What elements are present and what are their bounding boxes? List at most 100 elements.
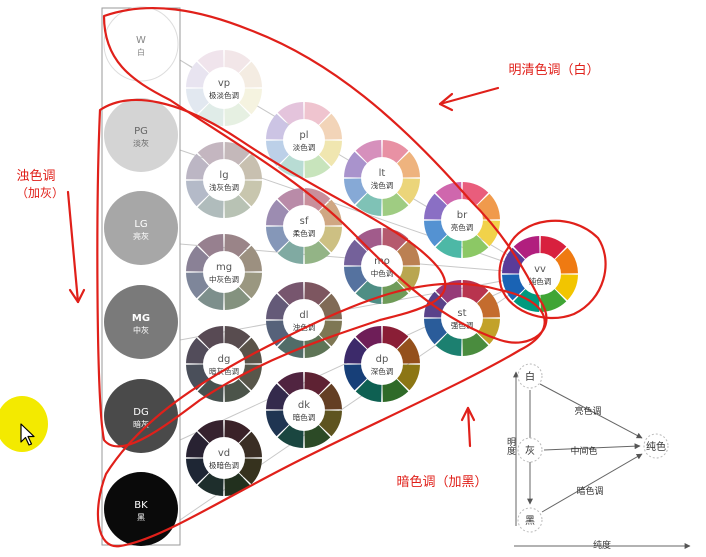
tone-code: dk (298, 400, 310, 411)
tone-code: vp (218, 78, 230, 89)
neutral-name: 黑 (137, 513, 145, 522)
label-bright-tone: 明清色调（白） (508, 62, 599, 78)
legend-node-label: 灰 (525, 444, 535, 457)
tone-code: dl (299, 310, 308, 321)
neutral-name: 暗灰 (133, 419, 149, 429)
neutral-code: MG (132, 313, 150, 324)
arrow-dull (66, 190, 80, 304)
mouse-pointer-icon (20, 423, 35, 446)
tone-name: 浊色调 (293, 322, 316, 332)
neutral-code: LG (134, 219, 147, 230)
pure-tone-outline (498, 219, 607, 319)
neutral-swatch (104, 472, 178, 546)
tone-code: pl (299, 130, 308, 141)
tone-code: dg (218, 354, 231, 365)
legend-node-label: 白 (525, 370, 535, 383)
tone-code: vv (534, 264, 546, 275)
tone-center (203, 67, 245, 109)
tone-name: 暗色调 (293, 412, 316, 422)
tone-name: 极淡色调 (209, 90, 239, 100)
tone-name: 亮色调 (451, 222, 474, 232)
tone-code: br (457, 210, 468, 221)
cursor-highlight (0, 396, 48, 452)
tone-center (361, 157, 403, 199)
legend-chroma: 纯度 (593, 539, 611, 551)
neutral-name: 中灰 (133, 325, 149, 335)
tone-name: 纯色调 (529, 276, 552, 286)
tone-code: vd (218, 448, 230, 459)
tone-center (361, 245, 403, 287)
tone-name: 淡色调 (293, 142, 316, 152)
legend-lightness: 明度 (505, 437, 516, 456)
tone-name: 极暗色调 (209, 460, 239, 470)
tone-center (283, 119, 325, 161)
tone-code: st (457, 308, 466, 319)
legend-node (643, 433, 669, 459)
tone-center (203, 159, 245, 201)
neutral-bk: BK 黑 (104, 472, 178, 546)
legend-node (517, 437, 543, 463)
neutral-code: BK (134, 500, 148, 511)
legend-node-label: 纯色 (646, 440, 666, 453)
tone-name: 中色调 (371, 268, 394, 278)
neutral-w: W白 (103, 6, 179, 82)
dull-tone-outline (96, 98, 447, 448)
arrow-bright-head (438, 92, 454, 112)
legend-arrow-mid (543, 443, 641, 451)
arrow-bright (438, 86, 500, 106)
tone-center (203, 437, 245, 479)
tone-center (519, 253, 561, 295)
red-annotations: 明清色调（白） 浊色调 （加灰） 暗色调（加黑） (16, 7, 607, 548)
neutral-swatch (104, 191, 178, 265)
tone-code: sf (300, 216, 309, 227)
tone-wheel-grid: vp极淡色调pl淡色调lg浅灰色调lt浅色调sf柔色调mg中灰色调br亮色调mo… (186, 50, 578, 496)
legend-dark-tone: 暗色调 (576, 485, 603, 497)
neutral-code: PG (134, 126, 148, 137)
tone-center (283, 389, 325, 431)
dark-tone-outline (96, 282, 546, 548)
neutral-code: DG (133, 407, 148, 418)
legend-node-label: 黑 (525, 515, 535, 527)
tone-center (361, 343, 403, 385)
tone-name: 深色调 (371, 366, 394, 376)
tone-center (441, 199, 483, 241)
neutral-swatch (104, 98, 178, 172)
tone-code: mg (216, 262, 232, 273)
neutral-name: 白 (137, 47, 145, 57)
legend-arrow-bright (539, 383, 643, 439)
neutral-name: 亮灰 (133, 231, 149, 241)
tone-center (283, 299, 325, 341)
neutral-name: 淡灰 (133, 138, 149, 148)
tone-name: 中灰色调 (209, 274, 239, 284)
neutral-swatch (103, 6, 179, 82)
tone-name: 浅灰色调 (209, 182, 239, 192)
arrow-dull-head (68, 288, 86, 304)
label-dull-tone-sub: （加灰） (16, 186, 64, 200)
neutral-swatch (104, 379, 178, 453)
tone-center (203, 251, 245, 293)
arrow-dark-head (460, 406, 476, 422)
tone-name: 浅色调 (371, 180, 394, 190)
tone-code: lt (379, 168, 386, 179)
tone-code: lg (219, 170, 228, 181)
tone-name: 强色调 (451, 320, 474, 330)
legend-mid-tone: 中间色 (570, 445, 597, 457)
